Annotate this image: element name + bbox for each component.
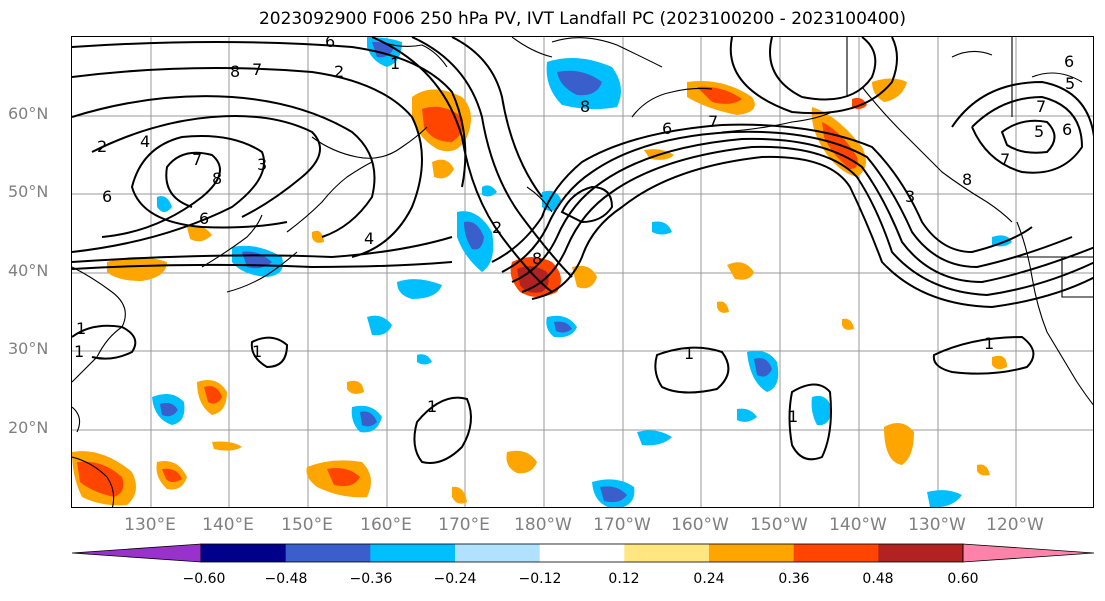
lon-label: 140°E: [202, 515, 254, 535]
lat-label: 20°N: [8, 418, 49, 437]
contour-label: 8: [532, 249, 542, 268]
contour-label: 7: [1036, 97, 1046, 116]
lon-label: 130°W: [908, 515, 966, 535]
contour-label: 2: [492, 218, 502, 237]
contour-label: 1: [252, 342, 262, 361]
colorbar-cell: [455, 544, 541, 562]
figure-title: 2023092900 F006 250 hPa PV, IVT Landfall…: [258, 9, 906, 29]
contour-label: 1: [390, 54, 400, 73]
colorbar-outline: [200, 543, 964, 563]
contour-label: 2: [334, 62, 344, 81]
contour-label: 6: [1064, 52, 1074, 71]
lon-label: 170°E: [438, 515, 490, 535]
contour-label: 4: [364, 229, 374, 248]
lon-label: 160°W: [671, 515, 729, 535]
contour-label: 7: [1000, 150, 1010, 169]
map-canvas: 8 7 6 2 1 6 2 1 4 7 8 3 6 4 2 1 1 1 1 1 …: [72, 37, 1093, 507]
contour-label: 1: [984, 334, 994, 353]
contour-label: 5: [1065, 74, 1075, 93]
contour-label-group: 8 7 6 2 1 6 2 1 4 7 8 3 6 4 2 1 1 1 1 1 …: [74, 37, 1075, 426]
colorbar-tick-label: 0.48: [862, 571, 894, 587]
lon-label: 180°W: [514, 515, 572, 535]
colorbar-cell: [201, 544, 287, 562]
gridlines: [72, 37, 1093, 507]
contour-label: 6: [325, 37, 335, 51]
lon-label: 140°W: [829, 515, 887, 535]
coastlines: [72, 37, 1093, 507]
contour-label: 1: [684, 344, 694, 363]
colorbar-cell: [878, 544, 964, 562]
colorbar-tick-label: −0.24: [433, 571, 477, 587]
colorbar-cells: [71, 543, 1095, 563]
contour-label: 1: [76, 319, 86, 338]
lon-label: 160°E: [360, 515, 412, 535]
contour-label: 6: [102, 187, 112, 206]
colorbar-extend-high: [962, 543, 1095, 563]
contour-label: 6: [662, 119, 672, 138]
contour-label: 2: [97, 137, 107, 156]
colorbar-cell: [793, 544, 879, 562]
lat-label: 30°N: [8, 339, 49, 358]
contour-label: 7: [192, 150, 202, 169]
contour-label: 1: [427, 397, 437, 416]
contour-label: 1: [788, 407, 798, 426]
colorbar-cell: [285, 544, 371, 562]
lon-label: 120°W: [986, 515, 1044, 535]
contour-label: 6: [199, 209, 209, 228]
lon-label: 170°W: [593, 515, 651, 535]
colorbar-tick-label: 0.24: [693, 571, 725, 587]
contour-label: 8: [230, 62, 240, 81]
colorbar-extend-low: [71, 543, 202, 563]
contour-label: 6: [1062, 120, 1072, 139]
colorbar-tick-label: −0.36: [349, 571, 393, 587]
map-panel: 8 7 6 2 1 6 2 1 4 7 8 3 6 4 2 1 1 1 1 1 …: [71, 36, 1094, 508]
colorbar-tick-label: −0.48: [264, 571, 308, 587]
contour-label: 7: [252, 60, 262, 79]
contour-label: 8: [580, 97, 590, 116]
colorbar-cell: [370, 544, 456, 562]
contour-label: 8: [212, 169, 222, 188]
lat-label: 60°N: [8, 104, 49, 123]
colorbar-cell: [539, 544, 625, 562]
contour-label: 4: [140, 132, 150, 151]
pv-contours: [72, 37, 1093, 464]
contour-label: 3: [905, 187, 915, 206]
colorbar: [71, 543, 1095, 563]
colorbar-tick-label: −0.12: [518, 571, 562, 587]
lon-label: 150°E: [281, 515, 333, 535]
colorbar-tick-label: 0.36: [778, 571, 810, 587]
lat-label: 40°N: [8, 261, 49, 280]
contour-label: 8: [962, 170, 972, 189]
contour-label: 3: [257, 155, 267, 174]
colorbar-tick-label: 0.12: [608, 571, 640, 587]
lon-label: 150°W: [750, 515, 808, 535]
lon-label: 130°E: [124, 515, 176, 535]
colorbar-tick-label: 0.60: [947, 571, 979, 587]
colorbar-tick-label: −0.60: [182, 571, 226, 587]
colorbar-cell: [709, 544, 795, 562]
contour-label: 5: [1034, 122, 1044, 141]
lat-label: 50°N: [8, 182, 49, 201]
contour-label: 7: [708, 112, 718, 131]
colorbar-cell: [624, 544, 710, 562]
contour-label: 1: [74, 342, 84, 361]
